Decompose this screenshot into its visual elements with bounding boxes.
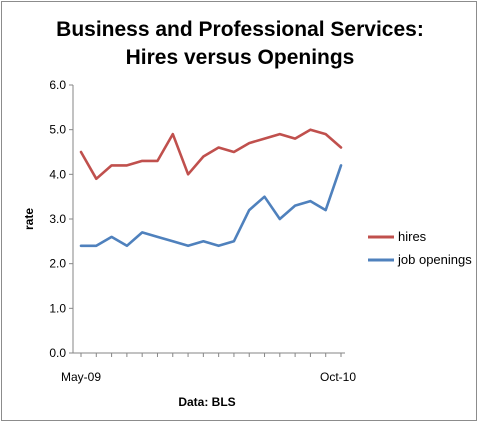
legend-label-hires: hires: [398, 229, 427, 244]
y-tick-label: 1.0: [49, 301, 66, 315]
x-tick-label-first: May-09: [61, 370, 101, 384]
y-tick-label: 2.0: [49, 257, 66, 271]
y-tick-label: 4.0: [49, 167, 66, 181]
legend-label-job-openings: job openings: [397, 252, 472, 267]
y-tick-label: 5.0: [49, 123, 66, 137]
y-axis-label: rate: [22, 208, 36, 230]
series-line-hires: [79, 128, 343, 181]
chart-title-line-2: Hires versus Openings: [126, 46, 355, 69]
y-tick-label: 3.0: [49, 212, 66, 226]
series-line-job-openings: [79, 164, 343, 248]
x-tick-label-last: Oct-10: [320, 370, 356, 384]
y-tick-label: 6.0: [49, 78, 66, 92]
x-axis-label: Data: BLS: [178, 395, 235, 409]
chart-title-line-1: Business and Professional Services:: [56, 18, 424, 41]
legend: hires job openings: [368, 229, 472, 267]
y-tick-label: 0.0: [49, 346, 66, 360]
